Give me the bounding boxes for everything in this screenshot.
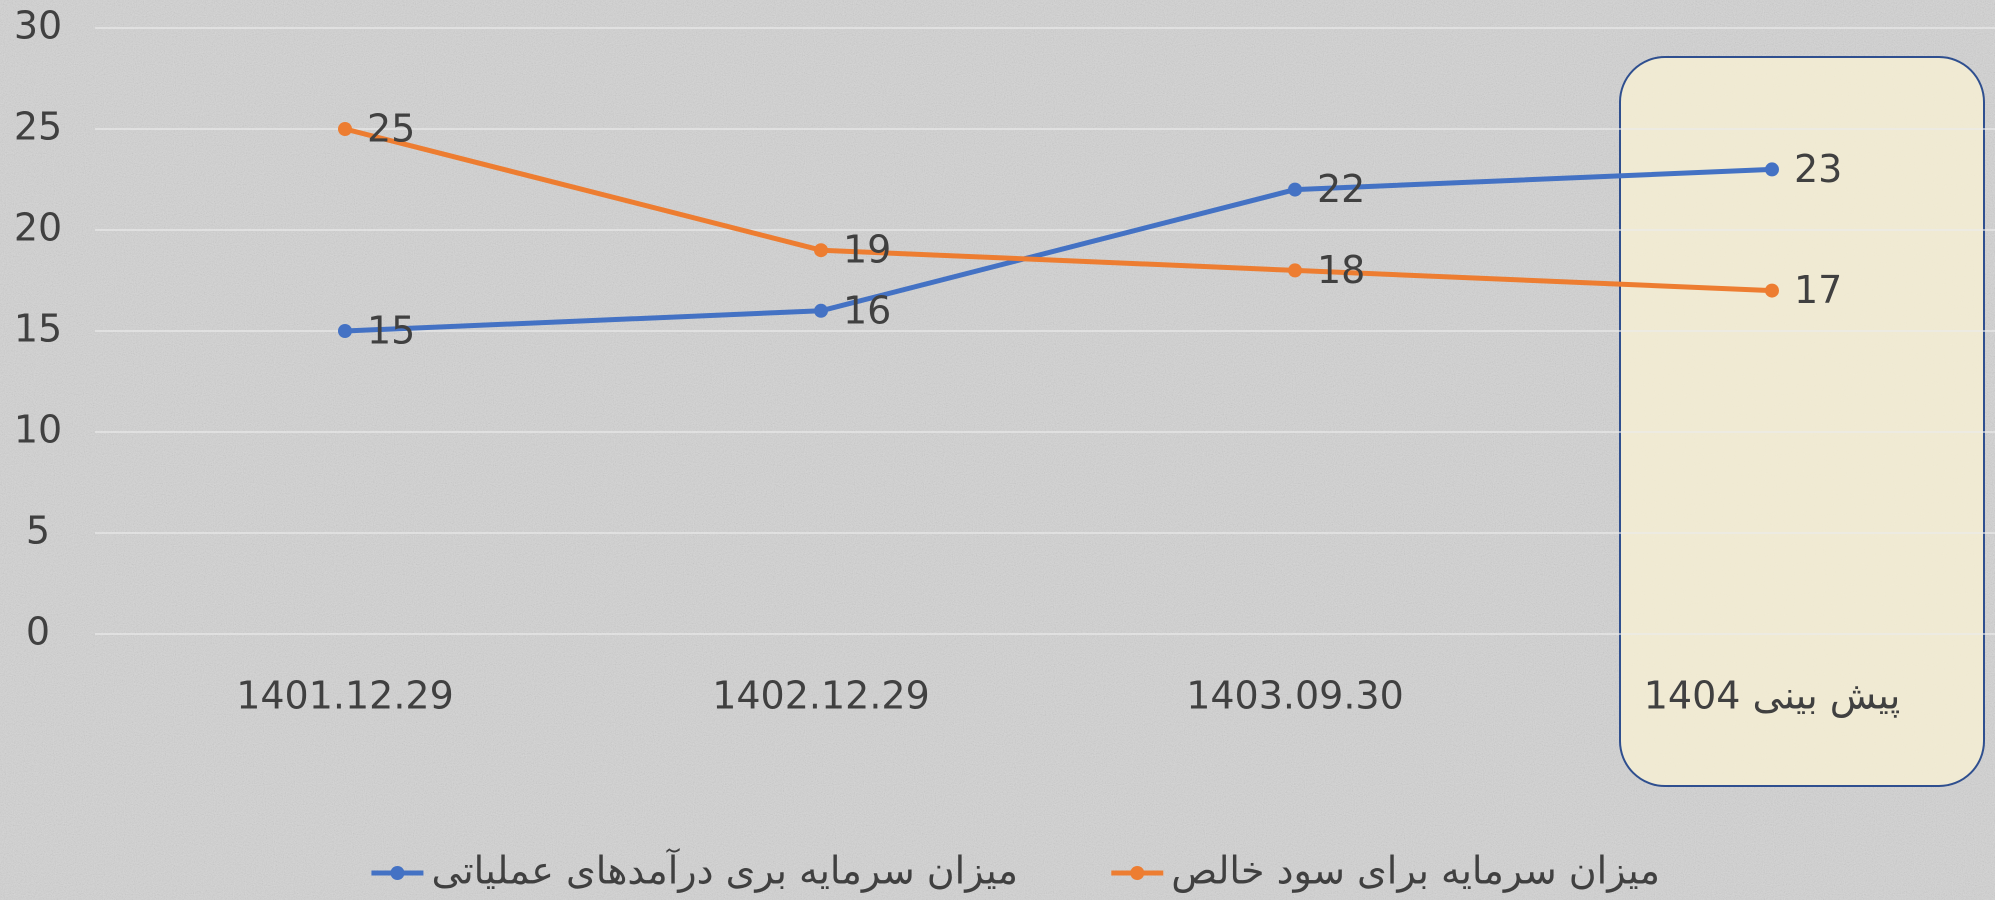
legend-marker <box>390 866 405 880</box>
point <box>338 324 352 338</box>
legend-label: میزان سرمایه بری درآمدهای عملیاتی <box>431 848 1018 894</box>
data-label: 19 <box>843 228 891 272</box>
y-tick-label: 10 <box>14 408 62 452</box>
point <box>1288 182 1302 197</box>
data-label: 18 <box>1317 248 1365 292</box>
point <box>814 243 828 258</box>
x-tick-label: 1402.12.29 <box>712 674 930 718</box>
data-label: 22 <box>1317 167 1365 211</box>
y-tick-label: 25 <box>14 105 62 149</box>
point <box>814 303 828 318</box>
point <box>1765 162 1779 177</box>
series-line <box>344 166 1773 334</box>
y-tick-label: 15 <box>14 307 62 351</box>
data-label: 15 <box>367 309 415 353</box>
highlight-box <box>1619 56 1985 787</box>
x-tick-label: پیش بینی 1404 <box>1644 674 1901 718</box>
point <box>338 122 352 136</box>
data-label: 23 <box>1794 147 1842 191</box>
data-label: 16 <box>843 288 891 332</box>
y-tick-label: 30 <box>14 4 62 48</box>
y-tick-label: 0 <box>26 610 50 654</box>
y-tick-label: 20 <box>14 206 62 250</box>
series-line <box>344 126 1773 294</box>
legend-marker <box>1130 866 1145 880</box>
plot-area: 0 5 10 15 20 25 30 1401.12.29 1402.12.29 1403.09.… <box>14 4 1995 894</box>
point <box>1288 263 1302 278</box>
legend-label: میزان سرمایه برای سود خالص <box>1171 849 1660 894</box>
data-label: 25 <box>367 107 415 151</box>
x-tick-label: 1401.12.29 <box>236 674 454 718</box>
data-label: 17 <box>1794 268 1842 312</box>
x-tick-label: 1403.09.30 <box>1186 674 1404 718</box>
point <box>1765 283 1779 298</box>
y-tick-label: 5 <box>26 509 50 553</box>
